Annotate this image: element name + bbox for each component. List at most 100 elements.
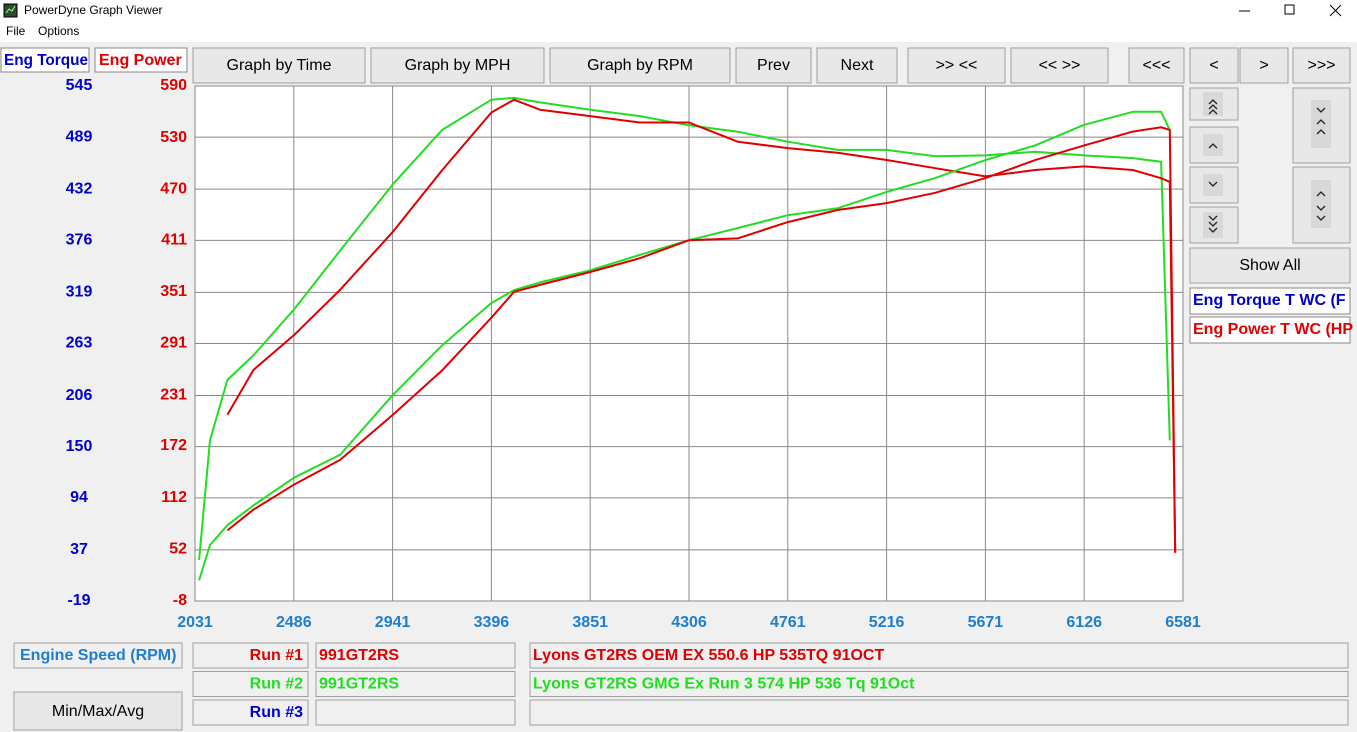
toolbar-button[interactable] bbox=[1128, 47, 1185, 84]
y2-tick-label: 530 bbox=[160, 129, 187, 146]
x-tick-label: 3396 bbox=[474, 614, 510, 631]
maximize-button[interactable] bbox=[1284, 4, 1295, 15]
header-box bbox=[94, 47, 188, 73]
toolbar-button-label[interactable]: >> << bbox=[936, 57, 978, 74]
x-tick-label: 2486 bbox=[276, 614, 312, 631]
y2-tick-label: 291 bbox=[160, 335, 187, 352]
close-button[interactable] bbox=[1329, 4, 1342, 17]
y-tick-label: -19 bbox=[67, 592, 90, 609]
menu-bar bbox=[0, 22, 1357, 42]
y-tick-label: 206 bbox=[66, 387, 93, 404]
run-car-box bbox=[315, 671, 516, 697]
y2-tick-label: 52 bbox=[169, 541, 187, 558]
run-car: 991GT2RS bbox=[319, 647, 399, 664]
toolbar-button-label[interactable]: Graph by MPH bbox=[405, 57, 511, 74]
x-tick-label: 5671 bbox=[968, 614, 1004, 631]
toolbar-button-label[interactable]: > bbox=[1259, 57, 1268, 74]
y2-tick-label: 590 bbox=[160, 77, 187, 94]
y-tick-label: 545 bbox=[66, 77, 93, 94]
x-tick-label: 2941 bbox=[375, 614, 411, 631]
menu-item[interactable]: Options bbox=[38, 24, 79, 38]
app-icon-graph bbox=[5, 5, 16, 14]
y2-tick-label: -8 bbox=[173, 592, 187, 609]
title-bar bbox=[0, 0, 1357, 22]
window-title: PowerDyne Graph Viewer bbox=[24, 3, 163, 17]
y-tick-label: 94 bbox=[70, 489, 88, 506]
toolbar-button-label[interactable]: >>> bbox=[1307, 57, 1335, 74]
toolbar-button[interactable] bbox=[549, 47, 731, 84]
run-label: Run #2 bbox=[250, 676, 303, 693]
toolbar-button[interactable] bbox=[735, 47, 812, 84]
x-tick-label: 5216 bbox=[869, 614, 905, 631]
y-tick-label: 37 bbox=[70, 541, 88, 558]
toolbar-button-label[interactable]: Prev bbox=[757, 57, 790, 74]
toolbar-button[interactable] bbox=[370, 47, 545, 84]
run-description-box bbox=[529, 642, 1349, 669]
show-all-label[interactable]: Show All bbox=[1239, 257, 1300, 274]
x-tick-label: 2031 bbox=[177, 614, 213, 631]
toolbar-button[interactable] bbox=[816, 47, 898, 84]
data-line bbox=[198, 110, 1171, 581]
y-tick-label: 150 bbox=[66, 438, 93, 455]
data-line bbox=[226, 98, 1177, 553]
toolbar-button-label[interactable]: <<< bbox=[1142, 57, 1170, 74]
run-description-box bbox=[529, 699, 1349, 726]
y2-tick-label: 351 bbox=[160, 283, 187, 300]
x-tick-label: 4306 bbox=[671, 614, 707, 631]
data-line bbox=[226, 126, 1177, 553]
scroll-button[interactable] bbox=[1189, 126, 1239, 164]
toolbar-button[interactable] bbox=[1239, 47, 1289, 84]
y-tick-label: 376 bbox=[66, 232, 93, 249]
y2-tick-label: 470 bbox=[160, 181, 187, 198]
x-tick-label: 3851 bbox=[572, 614, 608, 631]
show-all-button[interactable] bbox=[1189, 247, 1351, 284]
menu-item[interactable]: File bbox=[6, 24, 26, 38]
y-tick-label: 263 bbox=[66, 335, 93, 352]
x-tick-label: 6126 bbox=[1066, 614, 1102, 631]
channel-box bbox=[1189, 287, 1351, 315]
run-description-box bbox=[529, 671, 1349, 697]
scroll-icons bbox=[1203, 92, 1331, 238]
run-car-box bbox=[315, 699, 516, 726]
run-car-box bbox=[315, 642, 516, 669]
power-header: Eng Power bbox=[99, 52, 182, 69]
toolbar-button[interactable] bbox=[192, 47, 366, 84]
toolbar-button[interactable] bbox=[1292, 47, 1351, 84]
toolbar-button-label[interactable]: Next bbox=[841, 57, 874, 74]
toolbar-button-label[interactable]: < bbox=[1209, 57, 1218, 74]
channel-box bbox=[1189, 316, 1351, 344]
y-tick-label: 432 bbox=[66, 180, 93, 197]
toolbar-button-label[interactable]: Graph by Time bbox=[227, 57, 332, 74]
run-label-box bbox=[192, 671, 309, 697]
min-max-label[interactable]: Min/Max/Avg bbox=[52, 703, 144, 720]
toolbar-button-label[interactable]: Graph by RPM bbox=[587, 57, 693, 74]
y2-tick-label: 172 bbox=[160, 437, 187, 454]
y-tick-label: 489 bbox=[66, 128, 93, 145]
header-box bbox=[0, 47, 90, 73]
run-label: Run #3 bbox=[250, 704, 303, 721]
torque-header: Eng Torque bbox=[4, 52, 88, 69]
run-label-box bbox=[192, 642, 309, 669]
x-tick-label: 4761 bbox=[770, 614, 806, 631]
toolbar-button-label[interactable]: << >> bbox=[1039, 57, 1081, 74]
run-description: Lyons GT2RS OEM EX 550.6 HP 535TQ 91OCT bbox=[533, 647, 884, 664]
run-car: 991GT2RS bbox=[319, 676, 399, 693]
run-description: Lyons GT2RS GMG Ex Run 3 574 HP 536 Tq 9… bbox=[533, 676, 915, 693]
y-tick-label: 319 bbox=[66, 284, 93, 301]
y2-tick-label: 231 bbox=[160, 386, 187, 403]
toolbar-button[interactable] bbox=[1189, 47, 1239, 84]
toolbar-button[interactable] bbox=[907, 47, 1006, 84]
x-axis-label: Engine Speed (RPM) bbox=[20, 647, 176, 664]
y2-tick-label: 411 bbox=[161, 231, 187, 248]
toolbar-button[interactable] bbox=[1010, 47, 1109, 84]
run-label-box bbox=[192, 699, 309, 726]
channel-label: Eng Torque T WC (F bbox=[1193, 292, 1346, 309]
min-max-button[interactable] bbox=[13, 691, 183, 731]
run-label: Run #1 bbox=[250, 647, 303, 664]
x-tick-label: 6581 bbox=[1165, 614, 1201, 631]
data-line bbox=[198, 96, 1171, 560]
channel-label: Eng Power T WC (HP bbox=[1193, 321, 1353, 338]
y2-tick-label: 112 bbox=[161, 489, 187, 506]
x-axis-label-box bbox=[13, 642, 183, 669]
